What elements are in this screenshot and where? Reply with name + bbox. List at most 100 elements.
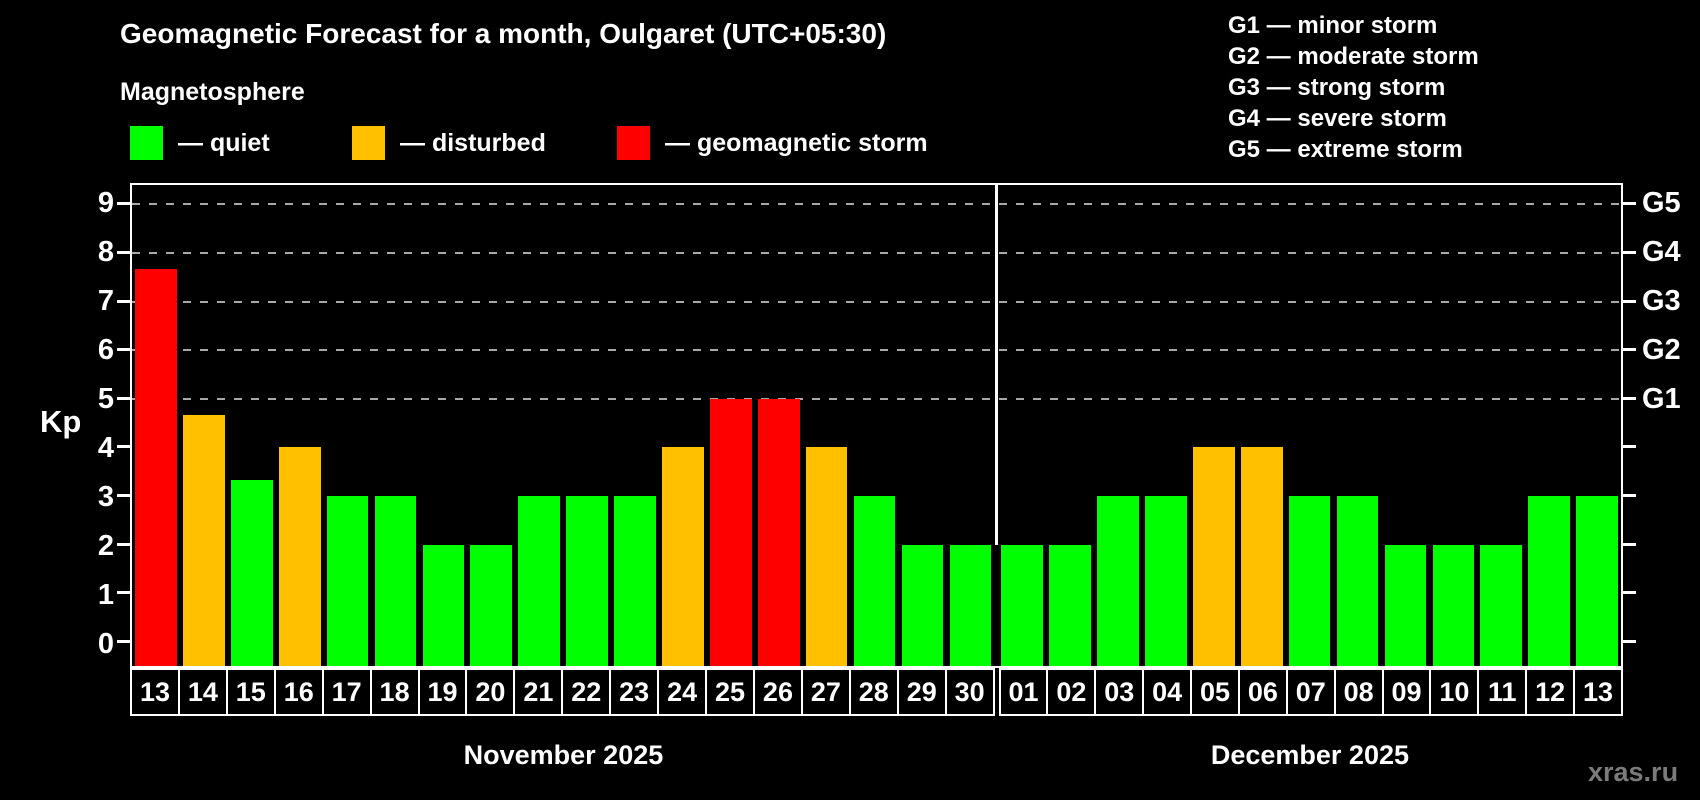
right-tick-3	[1623, 493, 1636, 497]
kp-axis-label: Kp	[40, 404, 82, 439]
legend-item-quiet: — quiet	[130, 126, 270, 160]
bar-slot-december-09	[1382, 185, 1430, 666]
bar-slot-november-27	[803, 185, 851, 666]
y-tick-label-6: 6	[97, 333, 114, 366]
bar-group-november	[132, 185, 994, 666]
kp-bar-november-13	[135, 269, 177, 666]
kp-bar-december-11	[1480, 544, 1523, 666]
g-legend-line-4: G4 — severe storm	[1228, 105, 1447, 132]
day-label-november-28: 28	[848, 668, 899, 716]
bar-slot-november-17	[324, 185, 372, 666]
kp-bar-november-30	[949, 544, 992, 666]
month-label-december: December 2025	[1210, 740, 1409, 770]
kp-bar-november-21	[518, 495, 561, 666]
g-legend-line-5: G5 — extreme storm	[1228, 136, 1463, 163]
y-tick-label-0: 0	[97, 627, 114, 660]
day-label-december-05: 05	[1190, 668, 1240, 716]
kp-bar-november-15	[230, 479, 273, 666]
watermark: xras.ru	[1588, 757, 1679, 787]
kp-bar-november-22	[566, 495, 608, 666]
day-label-november-22: 22	[561, 668, 612, 716]
bar-slot-november-15	[228, 185, 276, 666]
bar-slot-november-26	[755, 185, 803, 666]
gridline-kp9	[132, 203, 1621, 206]
right-tick-5	[1623, 396, 1636, 400]
day-label-december-11: 11	[1477, 668, 1528, 716]
right-axis-labels: G1 G2 G3 G4 G5	[1642, 183, 1700, 668]
g-legend-line-3: G3 — strong storm	[1228, 74, 1446, 101]
month-separator	[995, 185, 999, 545]
kp-bar-november-19	[422, 544, 465, 666]
day-label-november-23: 23	[609, 668, 660, 716]
day-label-december-03: 03	[1094, 668, 1145, 716]
day-label-november-24: 24	[657, 668, 708, 716]
bar-slot-november-16	[276, 185, 324, 666]
g-tick-label-G1: G1	[1642, 382, 1681, 415]
day-label-december-09: 09	[1381, 668, 1432, 716]
g-scale-legend: G1 — minor storm G2 — moderate storm G3 — …	[1228, 10, 1479, 165]
kp-bar-december-07	[1288, 495, 1331, 666]
kp-bar-november-25	[709, 398, 752, 666]
bar-slot-november-24	[659, 185, 707, 666]
day-label-november-20: 20	[465, 668, 516, 716]
day-label-december-07: 07	[1285, 668, 1336, 716]
bar-slot-december-02	[1046, 185, 1094, 666]
day-label-december-01: 01	[998, 668, 1049, 716]
day-label-november-19: 19	[417, 668, 468, 716]
kp-bar-november-17	[326, 495, 369, 666]
day-labels-row: 13 14 15 16 17 18 19 20 21 22 23 24 25 26 27 28 29 30 01 02…	[130, 668, 1623, 716]
y-tick-label-3: 3	[97, 480, 114, 513]
month-label-november: November 2025	[463, 740, 664, 770]
left-tick-7	[117, 299, 130, 303]
right-tick-2	[1623, 542, 1636, 546]
day-label-november-17: 17	[321, 668, 372, 716]
day-label-november-15: 15	[225, 668, 276, 716]
kp-bar-december-13	[1576, 495, 1618, 666]
y-axis-labels: 0 1 2 3 4 5 6 7 8 9	[0, 183, 114, 668]
bars-container	[132, 185, 1621, 666]
left-tick-2	[117, 542, 130, 546]
bar-slot-november-20	[467, 185, 515, 666]
kp-bar-november-23	[614, 495, 656, 666]
bar-slot-november-18	[372, 185, 420, 666]
legend-label-storm: — geomagnetic storm	[665, 128, 928, 157]
kp-bar-december-08	[1336, 495, 1379, 666]
bar-slot-december-11	[1477, 185, 1525, 666]
bar-slot-december-13	[1573, 185, 1621, 666]
bar-slot-december-10	[1429, 185, 1477, 666]
gridline-kp8	[132, 252, 1621, 255]
disturbed-color-swatch	[352, 126, 385, 160]
g-legend-line-1: G1 — minor storm	[1228, 12, 1438, 39]
kp-bar-november-26	[757, 398, 800, 666]
g-legend-line-2: G2 — moderate storm	[1228, 43, 1479, 70]
g-tick-label-G2: G2	[1642, 333, 1681, 366]
kp-bar-november-14	[183, 414, 225, 666]
bar-slot-december-05	[1190, 185, 1238, 666]
left-tick-4	[117, 445, 130, 449]
y-tick-label-1: 1	[97, 578, 114, 611]
g-tick-label-G5: G5	[1642, 186, 1681, 219]
kp-bar-december-12	[1528, 495, 1571, 666]
bar-slot-december-03	[1094, 185, 1142, 666]
kp-bar-november-24	[662, 447, 704, 666]
day-group-december: 01 02 03 04 05 06 07 08 09 10 11 12 13	[998, 668, 1623, 716]
day-group-november: 13 14 15 16 17 18 19 20 21 22 23 24 25 26 27 28 29 30	[130, 668, 995, 716]
bar-slot-november-25	[707, 185, 755, 666]
left-tick-6	[117, 348, 130, 352]
day-label-november-29: 29	[896, 668, 947, 716]
left-tick-3	[117, 493, 130, 497]
bar-slot-december-04	[1142, 185, 1190, 666]
y-tick-label-2: 2	[97, 529, 114, 562]
gridline-kp7	[132, 300, 1621, 303]
quiet-color-swatch	[130, 126, 163, 160]
bar-slot-november-28	[851, 185, 899, 666]
bar-slot-november-22	[563, 185, 611, 666]
left-tick-8	[117, 251, 130, 255]
day-label-december-04: 04	[1142, 668, 1193, 716]
left-tick-0	[117, 639, 130, 643]
bar-slot-december-12	[1525, 185, 1573, 666]
day-label-november-26: 26	[752, 668, 803, 716]
bar-slot-december-07	[1286, 185, 1334, 666]
kp-bar-december-04	[1145, 495, 1187, 666]
